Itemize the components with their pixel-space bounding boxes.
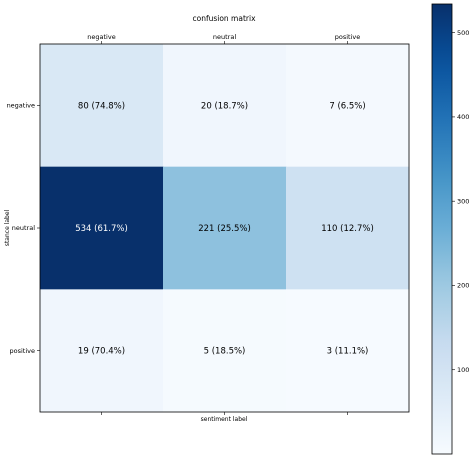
- cell-label: 19 (70.4%): [78, 347, 125, 357]
- y-axis-label: stance label: [4, 209, 11, 246]
- colorbar-tick-label: 400: [457, 113, 469, 121]
- colorbar-gradient: [431, 3, 453, 455]
- heatmap-cell: [40, 289, 164, 413]
- cell-label: 5 (18.5%): [204, 347, 246, 357]
- colorbar-tick-label: 200: [457, 282, 469, 290]
- y-tick-label: neutral: [12, 224, 35, 232]
- x-axis-ticks: negative neutral positive: [87, 33, 360, 415]
- colorbar-tick-label: 100: [457, 366, 469, 374]
- cell-label: 7 (6.5%): [329, 101, 365, 111]
- cell-label: 221 (25.5%): [198, 224, 251, 234]
- heatmap-cell: [40, 166, 164, 290]
- colorbar-ticks: 100 200 300 400 500: [452, 29, 469, 374]
- y-axis-ticks: negative neutral positive: [7, 102, 40, 355]
- y-tick-label: positive: [10, 347, 36, 355]
- x-tick-label: positive: [335, 33, 361, 41]
- x-axis-label: sentiment label: [201, 416, 248, 423]
- heatmap-cells: 80 (74.8%) 20 (18.7%) 7 (6.5%) 534 (61.7%) 2…: [40, 44, 410, 413]
- chart-title: confusion matrix: [192, 14, 256, 23]
- cell-label: 534 (61.7%): [75, 224, 128, 234]
- heatmap-cell: [286, 166, 410, 290]
- heatmap-cell: [286, 289, 410, 413]
- cell-label: 110 (12.7%): [321, 224, 374, 234]
- cell-label: 80 (74.8%): [78, 101, 125, 111]
- cell-label: 20 (18.7%): [201, 101, 248, 111]
- y-tick-label: negative: [7, 102, 35, 110]
- colorbar-tick-label: 500: [457, 29, 469, 37]
- heatmap-cell: [40, 44, 164, 168]
- x-tick-label: negative: [87, 33, 115, 41]
- heatmap-cell: [286, 44, 410, 168]
- x-tick-label: neutral: [213, 33, 236, 41]
- cell-label: 3 (11.1%): [327, 347, 369, 357]
- heatmap-cell: [163, 44, 287, 168]
- colorbar: 100 200 300 400 500: [431, 3, 469, 455]
- heatmap-cell: [163, 166, 287, 290]
- colorbar-tick-label: 300: [457, 197, 469, 205]
- heatmap-cell: [163, 289, 287, 413]
